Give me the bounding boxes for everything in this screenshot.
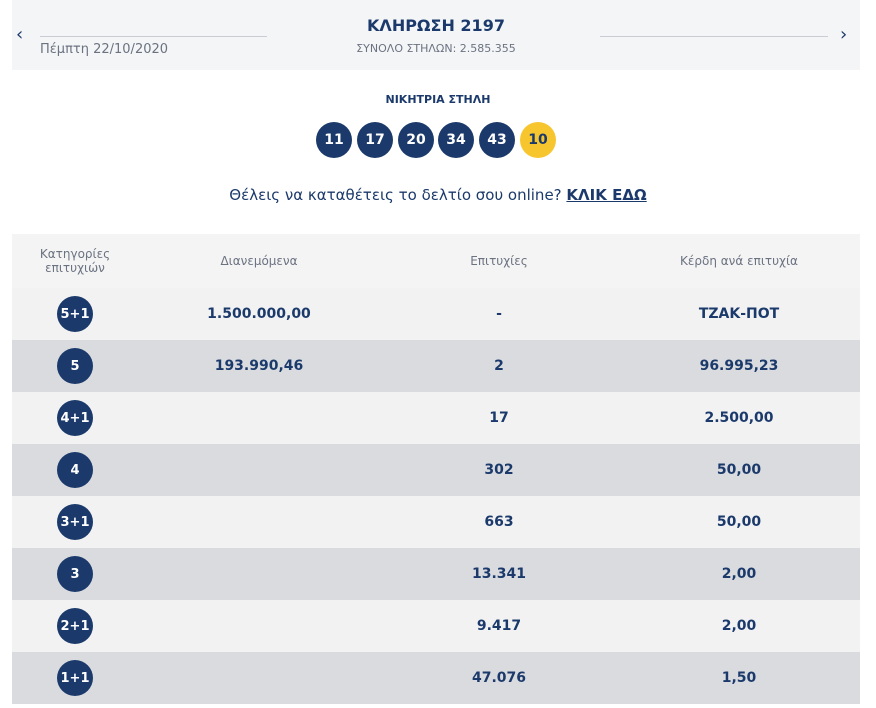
category-badge: 1+1 xyxy=(57,660,93,696)
number-ball: 11 xyxy=(316,122,352,158)
table-cell: 47.076 xyxy=(471,670,527,686)
table-row: 1+1 47.076 1,50 xyxy=(12,652,860,704)
prev-arrow[interactable]: ‹ xyxy=(16,24,24,45)
table-row: 3+1 663 50,00 xyxy=(12,496,860,548)
category-badge: 3 xyxy=(57,556,93,592)
prompt: Θέλεις να καταθέτεις το δελτίο σου onlin… xyxy=(0,186,876,204)
table-cell: 1.500.000,00 xyxy=(207,306,311,322)
table-cell: 2 xyxy=(494,358,504,374)
table-cell xyxy=(159,392,359,444)
table-row: 5 193.990,46 2 96.995,23 xyxy=(12,340,860,392)
table-cell: 4 xyxy=(0,444,175,496)
table-row: 4+1 17 2.500,00 xyxy=(12,392,860,444)
table-cell: 13.341 xyxy=(471,566,527,582)
table-cell: 5 xyxy=(0,340,175,392)
table-cell: 3 xyxy=(0,548,175,600)
number-ball: 17 xyxy=(357,122,393,158)
draw-header: ‹ › Πέμπτη 22/10/2020 ΚΛΗΡΩΣΗ 2197 ΣΥΝΟΛ… xyxy=(12,0,860,70)
category-badge: 4 xyxy=(57,452,93,488)
category-badge: 5 xyxy=(57,348,93,384)
divider xyxy=(600,36,828,37)
category-badge: 2+1 xyxy=(57,608,93,644)
table-cell xyxy=(159,600,359,652)
table-cell: 3+1 xyxy=(0,496,175,548)
winning-label: ΝΙΚΗΤΡΙΑ ΣΤΗΛΗ xyxy=(385,93,491,106)
table-cell: 9.417 xyxy=(476,618,522,634)
column-header: Κέρδη ανά επιτυχία xyxy=(680,254,798,268)
table-cell: 2,00 xyxy=(721,566,757,582)
date: Πέμπτη 22/10/2020 xyxy=(40,42,169,57)
category-badge: 4+1 xyxy=(57,400,93,436)
table-cell xyxy=(159,548,359,600)
table-cell: 2,00 xyxy=(721,618,757,634)
number-ball: 20 xyxy=(398,122,434,158)
table-cell xyxy=(159,496,359,548)
table-cell: 4+1 xyxy=(0,392,175,444)
table-row: 5+1 1.500.000,00 - ΤΖΑΚ-ΠΟΤ xyxy=(12,288,860,340)
number-ball: 34 xyxy=(438,122,474,158)
table-row: 3 13.341 2,00 xyxy=(12,548,860,600)
column-header: Επιτυχίες xyxy=(470,254,528,268)
divider xyxy=(40,36,267,37)
table-cell: 2.500,00 xyxy=(704,410,774,426)
table-cell: 17 xyxy=(489,410,509,426)
table-cell xyxy=(159,652,359,704)
table-cell: 2+1 xyxy=(0,600,175,652)
table-cell: 96.995,23 xyxy=(699,358,779,374)
table-cell: 193.990,46 xyxy=(214,358,304,374)
table-cell: 1,50 xyxy=(721,670,757,686)
column-header: Κατηγορίες επιτυχιών xyxy=(39,247,111,275)
table-cell: ΤΖΑΚ-ΠΟΤ xyxy=(698,306,780,322)
prompt-text: Θέλεις να καταθέτεις το δελτίο σου onlin… xyxy=(229,186,562,204)
number-ball: 43 xyxy=(479,122,515,158)
column-header: Διανεμόμενα xyxy=(220,254,298,268)
table-row: 4 302 50,00 xyxy=(12,444,860,496)
category-badge: 5+1 xyxy=(57,296,93,332)
table-cell xyxy=(159,444,359,496)
title: ΚΛΗΡΩΣΗ 2197 xyxy=(367,16,505,35)
table-cell: 1+1 xyxy=(0,652,175,704)
table-cell: 302 xyxy=(484,462,514,478)
table-row: 2+1 9.417 2,00 xyxy=(12,600,860,652)
link[interactable]: ΚΛΙΚ ΕΔΩ xyxy=(566,186,647,204)
table-header: Κατηγορίες επιτυχιών Διανεμόμενα Επιτυχίες… xyxy=(12,234,860,288)
next-arrow[interactable]: › xyxy=(840,24,848,45)
subtitle: ΣΥΝΟΛΟ ΣΤΗΛΩΝ: 2.585.355 xyxy=(356,42,516,55)
table-cell: 50,00 xyxy=(716,462,762,478)
table-cell: 50,00 xyxy=(716,514,762,530)
table-cell: - xyxy=(496,306,502,322)
table-cell: 5+1 xyxy=(0,288,175,340)
table-cell: 663 xyxy=(484,514,514,530)
category-badge: 3+1 xyxy=(57,504,93,540)
joker-ball: 10 xyxy=(520,122,556,158)
